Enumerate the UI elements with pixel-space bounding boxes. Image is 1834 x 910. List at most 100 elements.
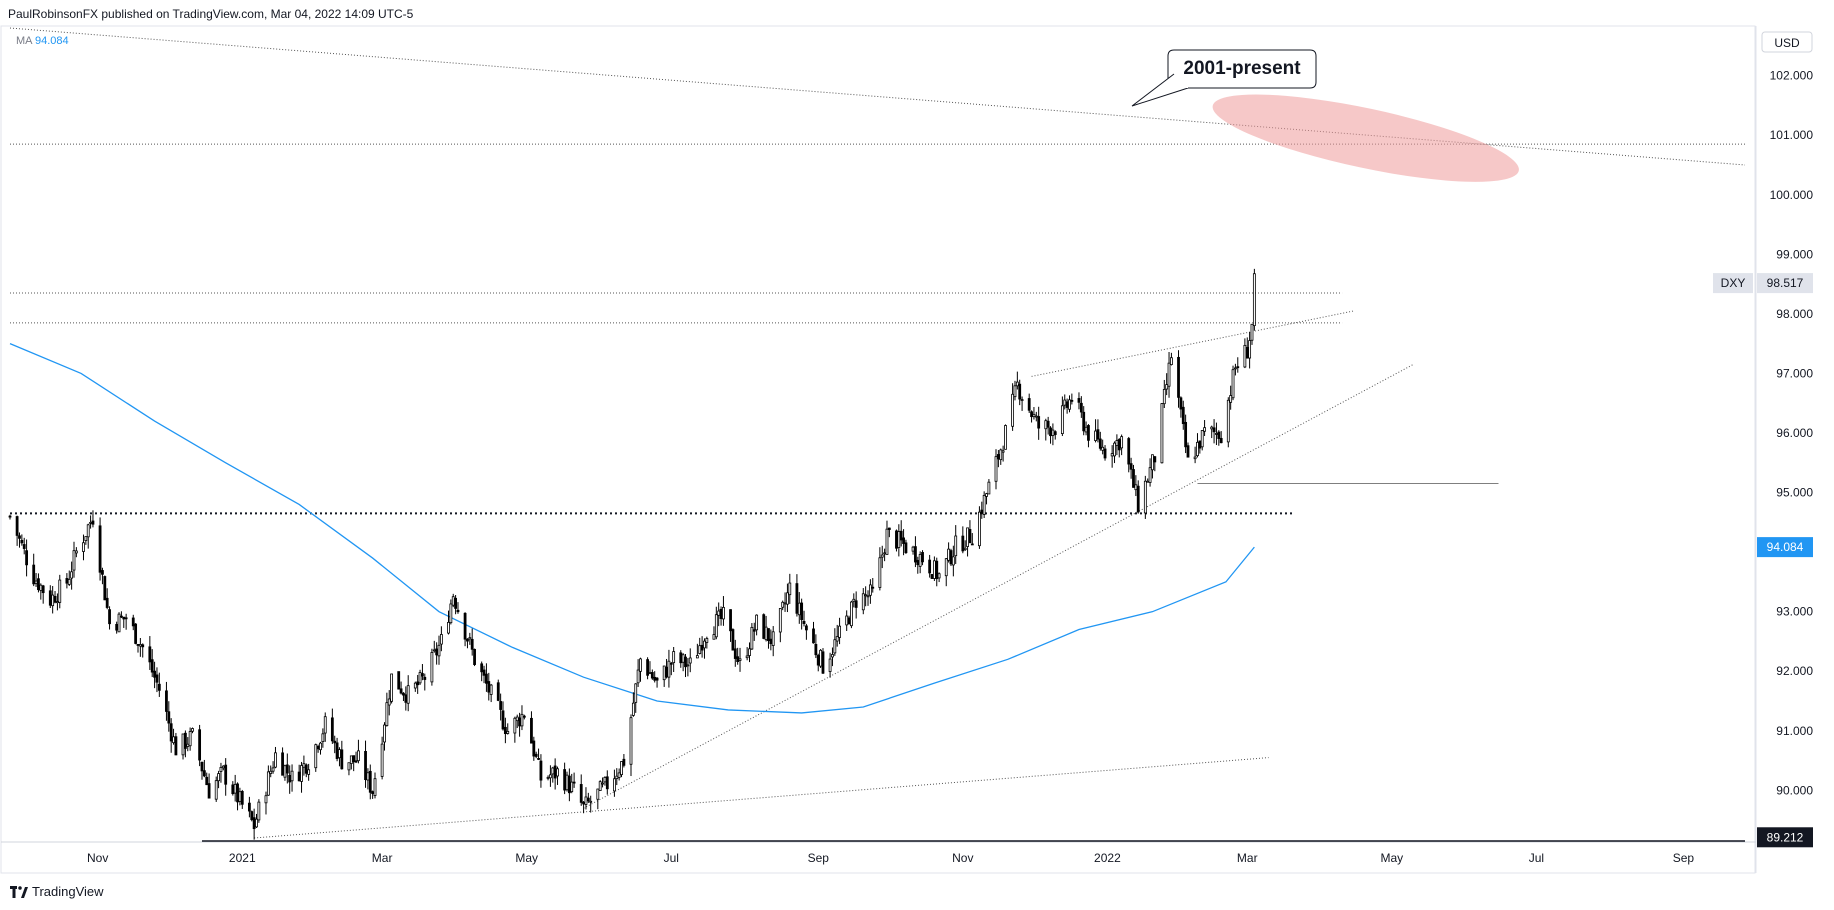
candle	[447, 610, 450, 635]
candle	[103, 575, 107, 601]
candle	[530, 711, 533, 744]
x-tick-label: Sep	[1673, 851, 1695, 865]
candle	[1210, 425, 1214, 439]
candle	[153, 661, 156, 689]
candle	[141, 643, 145, 658]
price-chart[interactable]: 2001-present USD 90.000 91.000 92.000 93.000…	[0, 0, 1834, 880]
candle	[122, 616, 126, 628]
candle	[37, 573, 40, 593]
candle	[238, 787, 242, 806]
x-tick-label: 2022	[1094, 851, 1121, 865]
candle	[518, 712, 521, 737]
candle	[778, 608, 782, 643]
horizontal-levels	[10, 143, 1745, 842]
candle	[1177, 350, 1180, 408]
candle	[373, 772, 377, 799]
candle	[283, 764, 287, 781]
candle	[537, 748, 540, 761]
candle	[681, 653, 685, 672]
candle	[871, 578, 875, 593]
candle	[684, 653, 687, 678]
candle	[944, 557, 948, 587]
candle	[816, 653, 820, 672]
candle	[665, 658, 668, 679]
candle	[307, 763, 311, 781]
candle	[838, 617, 841, 645]
candle	[281, 747, 284, 776]
ma-price-badge	[1757, 537, 1813, 558]
callout-text: 2001-present	[1183, 58, 1301, 79]
candle	[501, 701, 505, 731]
candle	[418, 669, 422, 685]
candle	[51, 586, 55, 614]
candle	[622, 754, 626, 768]
candle	[949, 548, 953, 567]
candle	[970, 533, 974, 546]
candle	[274, 746, 277, 769]
candle	[565, 771, 569, 792]
candle	[416, 674, 420, 694]
candle	[712, 626, 716, 640]
candle	[1063, 394, 1067, 410]
currency-badge[interactable]	[1761, 31, 1813, 53]
candle	[736, 647, 740, 665]
candle	[978, 506, 981, 549]
candle	[868, 579, 872, 604]
candle	[688, 648, 692, 673]
candle	[686, 658, 690, 677]
candle	[885, 520, 889, 555]
candle	[98, 517, 102, 581]
candle	[454, 595, 458, 615]
candle	[797, 592, 801, 624]
candle	[954, 525, 958, 564]
candle	[117, 612, 121, 633]
candle	[551, 766, 555, 783]
price-axis: USD90.00091.00092.00093.00094.00095.0009…	[1761, 31, 1813, 797]
candle	[423, 673, 427, 691]
candle	[1087, 424, 1090, 448]
candle	[546, 775, 550, 781]
candle	[316, 744, 320, 753]
candle	[371, 790, 375, 799]
candle	[932, 556, 936, 581]
candle	[764, 615, 768, 642]
candle	[996, 450, 1000, 468]
candle	[795, 574, 799, 617]
candle	[880, 545, 884, 569]
candle	[136, 643, 140, 653]
candle	[1051, 423, 1055, 446]
moving-average-line	[9, 343, 1255, 714]
candle	[56, 593, 59, 611]
low-price-text: 89.212	[1767, 830, 1804, 844]
candle	[406, 675, 410, 712]
candle	[314, 743, 318, 772]
candle	[499, 693, 503, 721]
y-tick-label: 95.000	[1776, 486, 1813, 500]
candle	[485, 663, 488, 692]
candle	[1186, 442, 1190, 458]
candle	[1215, 422, 1218, 446]
ma-legend: MA 94.084	[16, 35, 69, 47]
candle	[620, 761, 623, 778]
candle	[319, 741, 322, 755]
candle	[131, 614, 135, 631]
candle	[532, 736, 536, 761]
candle	[788, 573, 792, 604]
candle	[1231, 365, 1235, 401]
candle	[84, 536, 88, 545]
candle	[349, 755, 353, 770]
candle	[496, 679, 500, 702]
candlestick-series	[8, 268, 1256, 840]
candle	[1060, 396, 1064, 437]
trend-line-rising-support	[583, 364, 1414, 809]
candle	[669, 662, 673, 676]
x-tick-label: May	[1381, 851, 1404, 865]
candle	[1162, 379, 1166, 409]
candle	[918, 551, 922, 574]
callout-box	[1167, 49, 1317, 89]
candle	[1170, 352, 1173, 366]
candle	[850, 600, 853, 629]
candle	[750, 623, 754, 650]
candle	[1146, 478, 1150, 483]
candle	[513, 716, 517, 743]
